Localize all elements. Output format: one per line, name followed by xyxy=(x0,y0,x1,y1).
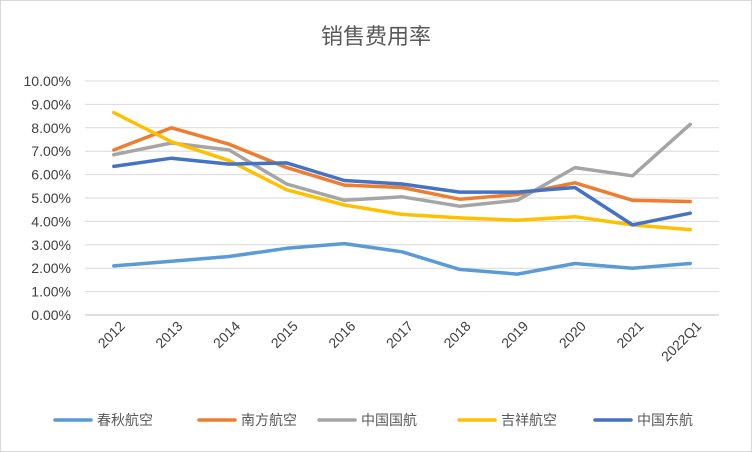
series-line-南方航空 xyxy=(112,126,692,204)
y-tick-label: 6.00% xyxy=(31,167,71,183)
x-tick-label: 2013 xyxy=(152,318,185,351)
x-tick-label: 2017 xyxy=(383,318,416,351)
series-line-中国东航 xyxy=(112,156,692,227)
x-tick-label: 2019 xyxy=(498,318,531,351)
chart-title: 销售费用率 xyxy=(321,25,431,50)
legend-label: 春秋航空 xyxy=(97,413,153,429)
series-line-春秋航空 xyxy=(112,241,692,276)
y-tick-label: 3.00% xyxy=(31,237,71,253)
y-tick-label: 0.00% xyxy=(31,307,71,323)
x-tick-label: 2020 xyxy=(556,318,589,351)
y-tick-label: 10.00% xyxy=(24,73,71,89)
y-tick-label: 7.00% xyxy=(31,143,71,159)
x-tick-label: 2021 xyxy=(613,318,646,351)
x-tick-label: 2015 xyxy=(268,318,301,351)
series-lines xyxy=(112,110,692,276)
legend: 春秋航空 南方航空 中国国航 吉祥航空 中国东航 xyxy=(53,413,693,429)
legend-label: 吉祥航空 xyxy=(501,413,557,429)
y-tick-label: 5.00% xyxy=(31,190,71,206)
x-axis-ticks: 2012 2013 2014 2015 2016 2017 2018 2019 2020 2021… xyxy=(95,318,705,365)
x-tick-label: 2012 xyxy=(95,318,128,351)
series-line-吉祥航空 xyxy=(112,110,692,232)
legend-label: 南方航空 xyxy=(241,413,297,429)
y-axis-ticks: 0.00% 1.00% 2.00% 3.00% 4.00% 5.00% 6.00% 7.00%… xyxy=(24,73,71,323)
x-tick-label: 2018 xyxy=(440,318,473,351)
series-line-中国国航 xyxy=(112,122,692,208)
y-tick-label: 8.00% xyxy=(31,120,71,136)
x-tick-label: 2016 xyxy=(325,318,358,351)
legend-label: 中国国航 xyxy=(361,413,417,429)
x-tick-label: 2014 xyxy=(210,318,243,351)
y-tick-label: 1.00% xyxy=(31,284,71,300)
x-tick-label: 2022Q1 xyxy=(658,318,705,365)
y-tick-label: 9.00% xyxy=(31,96,71,112)
legend-label: 中国东航 xyxy=(637,413,693,429)
y-tick-label: 2.00% xyxy=(31,260,71,276)
y-tick-label: 4.00% xyxy=(31,213,71,229)
